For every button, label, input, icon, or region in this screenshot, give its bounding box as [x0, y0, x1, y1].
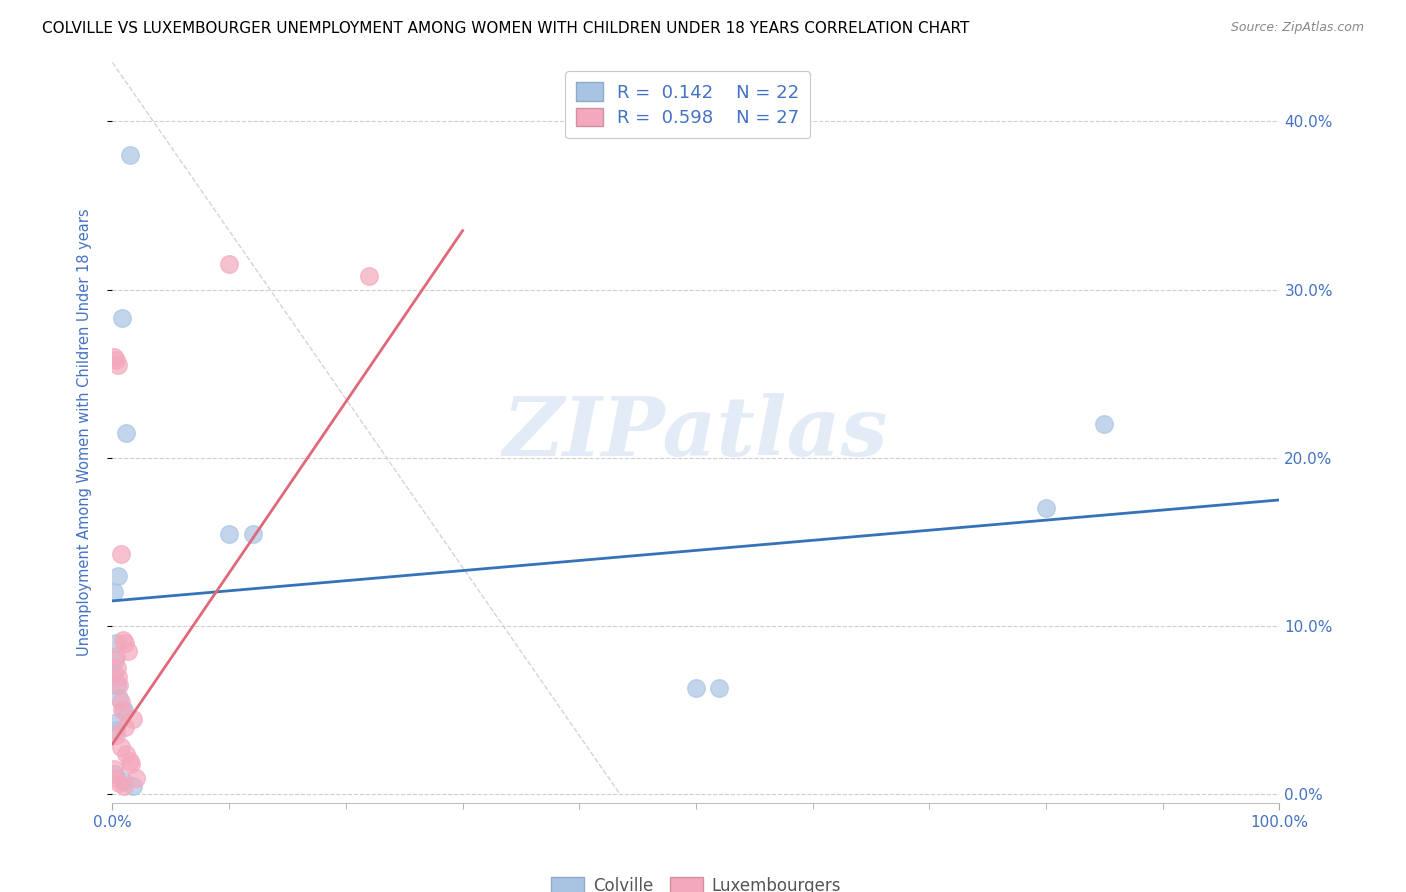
- Point: [114, 636, 136, 650]
- Point: [111, 773, 134, 788]
- Point: [242, 526, 264, 541]
- Point: [110, 740, 132, 755]
- Point: [104, 729, 127, 743]
- Point: [104, 353, 127, 368]
- Point: [107, 670, 129, 684]
- Point: [218, 257, 240, 271]
- Point: [105, 661, 128, 675]
- Point: [1094, 417, 1116, 432]
- Point: [111, 703, 134, 717]
- Point: [111, 311, 134, 326]
- Point: [359, 269, 381, 284]
- Point: [122, 712, 145, 726]
- Point: [115, 425, 138, 440]
- Text: ZIPatlas: ZIPatlas: [503, 392, 889, 473]
- Point: [108, 691, 131, 706]
- Text: Source: ZipAtlas.com: Source: ZipAtlas.com: [1230, 21, 1364, 34]
- Point: [104, 771, 127, 785]
- Point: [685, 681, 707, 696]
- Point: [104, 653, 127, 667]
- Point: [125, 771, 148, 785]
- Point: [112, 779, 135, 793]
- Point: [118, 754, 141, 768]
- Point: [108, 775, 131, 789]
- Point: [709, 681, 731, 696]
- Point: [103, 585, 125, 599]
- Point: [118, 148, 141, 162]
- Text: COLVILLE VS LUXEMBOURGER UNEMPLOYMENT AMONG WOMEN WITH CHILDREN UNDER 18 YEARS C: COLVILLE VS LUXEMBOURGER UNEMPLOYMENT AM…: [42, 21, 970, 36]
- Point: [103, 350, 125, 364]
- Point: [104, 767, 127, 781]
- Point: [110, 695, 132, 709]
- Point: [107, 359, 129, 373]
- Point: [117, 644, 139, 658]
- Point: [104, 636, 127, 650]
- Point: [105, 714, 128, 729]
- Point: [103, 666, 125, 681]
- Point: [105, 678, 128, 692]
- Point: [108, 678, 131, 692]
- Point: [218, 526, 240, 541]
- Point: [114, 720, 136, 734]
- Point: [104, 723, 127, 738]
- Point: [1035, 501, 1057, 516]
- Legend: R =  0.142    N = 22, R =  0.598    N = 27: R = 0.142 N = 22, R = 0.598 N = 27: [565, 71, 810, 138]
- Point: [122, 779, 145, 793]
- Point: [112, 703, 135, 717]
- Point: [103, 762, 125, 776]
- Point: [120, 757, 142, 772]
- Y-axis label: Unemployment Among Women with Children Under 18 years: Unemployment Among Women with Children U…: [77, 209, 91, 657]
- Point: [104, 649, 127, 664]
- Point: [115, 747, 138, 761]
- Point: [107, 568, 129, 582]
- Point: [111, 632, 134, 647]
- Point: [110, 547, 132, 561]
